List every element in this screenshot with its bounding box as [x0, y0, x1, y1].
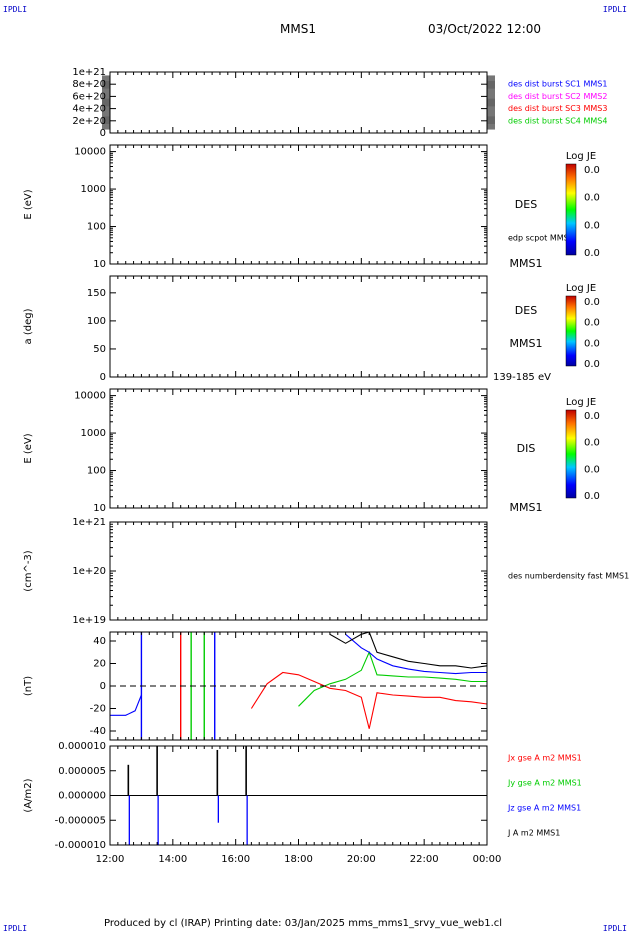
series-line: [329, 632, 487, 669]
colorbar: [565, 295, 577, 367]
colorbar-tick-label: 0.0: [584, 359, 600, 370]
y-tick-label: -40: [90, 726, 106, 737]
y-tick-label: 1000: [81, 428, 106, 439]
y-tick-label: -20: [90, 704, 106, 715]
corner-label-top-right: IPDLI: [602, 5, 627, 14]
corner-label-top-left: IPDLI: [3, 5, 28, 14]
panel-frame-des-pitch: [109, 275, 488, 378]
panel-side-label: MMS1: [510, 337, 543, 350]
colorbar-tick-label: 0.0: [584, 220, 600, 231]
panel-side-label: DIS: [517, 442, 536, 455]
y-tick-label: 0: [100, 128, 106, 139]
x-tick-label: 20:00: [347, 854, 376, 865]
y-tick-label: 100: [87, 222, 106, 233]
y-tick-label: 1e+21: [72, 67, 106, 78]
series-line: [110, 633, 487, 716]
y-tick-label: 150: [87, 288, 106, 299]
colorbar-title: Log JE: [566, 151, 596, 162]
y-tick-label: 0: [100, 372, 106, 383]
y-tick-label: 10000: [74, 391, 106, 402]
colorbar-tick-label: 0.0: [584, 248, 600, 259]
y-axis-label-dis-energy: E (eV): [23, 433, 34, 463]
x-tick-label: 16:00: [221, 854, 250, 865]
x-tick-label: 22:00: [410, 854, 439, 865]
y-tick-label: 20: [93, 659, 106, 670]
legend-entry: Jy gse A m2 MMS1: [507, 779, 582, 788]
legend-entry: Jx gse A m2 MMS1: [507, 754, 582, 763]
panel-side-label: edp scpot MMS1: [508, 234, 574, 243]
y-axis-label-density: (cm^-3): [23, 550, 34, 591]
y-tick-label: 0.000010: [58, 741, 106, 752]
y-axis-label-current-density: (A/m2): [23, 778, 34, 812]
y-tick-label: 1e+19: [72, 615, 106, 626]
colorbar-tick-label: 0.0: [584, 165, 600, 176]
series-line: [250, 671, 487, 729]
y-tick-label: 40: [93, 636, 106, 647]
legend-entry: des numberdensity fast MMS1: [508, 572, 629, 581]
panel-frame-dis-energy: [109, 388, 488, 509]
y-axis-label-des-energy: E (eV): [23, 189, 34, 219]
y-tick-label: 8e+20: [72, 79, 106, 90]
y-tick-label: 10: [93, 259, 106, 270]
panel-frame-density: [109, 521, 488, 621]
colorbar-tick-label: 0.0: [584, 438, 600, 449]
y-tick-label: 1e+21: [72, 517, 106, 528]
colorbar-tick-label: 0.0: [584, 411, 600, 422]
colorbar-tick-label: 0.0: [584, 318, 600, 329]
y-tick-label: 100: [87, 466, 106, 477]
x-tick-label: 00:00: [473, 854, 502, 865]
legend-entry: J A m2 MMS1: [507, 829, 560, 838]
y-tick-label: 10: [93, 503, 106, 514]
y-tick-label: 0.000005: [58, 766, 106, 777]
y-tick-label: 0.000000: [58, 791, 106, 802]
colorbar: [565, 163, 577, 256]
spacecraft-title: MMS1: [280, 22, 316, 36]
colorbar-tick-label: 0.0: [584, 193, 600, 204]
corner-label-bottom-left: IPDLI: [3, 924, 28, 933]
y-tick-label: 50: [93, 344, 106, 355]
series-line: [298, 650, 487, 707]
y-tick-label: 4e+20: [72, 104, 106, 115]
legend-entry: Jz gse A m2 MMS1: [507, 804, 581, 813]
y-tick-label: 1000: [81, 184, 106, 195]
y-tick-label: 0: [100, 681, 106, 692]
footer-credits: Produced by cl (IRAP) Printing date: 03/…: [104, 918, 503, 929]
x-tick-label: 14:00: [158, 854, 187, 865]
legend-entry: des dist burst SC3 MMS3: [508, 104, 607, 113]
y-axis-label-des-pitch: a (deg): [23, 308, 34, 344]
panel-frame-des-energy: [109, 144, 488, 265]
legend-entry: des dist burst SC2 MMS2: [508, 92, 607, 101]
legend-entry: des dist burst SC4 MMS4: [508, 117, 607, 126]
colorbar-tick-label: 0.0: [584, 297, 600, 308]
colorbar-tick-label: 0.0: [584, 464, 600, 475]
y-tick-label: -0.000010: [55, 840, 106, 851]
y-axis-label-fgm: (nT): [23, 676, 34, 696]
panel-side-label: MMS1: [510, 257, 543, 270]
panel-side-label: MMS1: [510, 501, 543, 514]
panel-side-label: DES: [515, 198, 537, 211]
colorbar-tick-label: 0.0: [584, 491, 600, 502]
colorbar: [565, 409, 577, 499]
panel-side-label: DES: [515, 304, 537, 317]
legend-entry: des dist burst SC1 MMS1: [508, 80, 607, 89]
colorbar-title: Log JE: [566, 397, 596, 408]
datetime-title: 03/Oct/2022 12:00: [428, 22, 542, 36]
y-tick-label: 6e+20: [72, 91, 106, 102]
y-tick-label: 100: [87, 316, 106, 327]
colorbar-title: Log JE: [566, 283, 596, 294]
panel-side-label: 139-185 eV: [493, 372, 551, 383]
panel-frame-dist-burst: [109, 71, 488, 134]
y-tick-label: 2e+20: [72, 116, 106, 127]
y-tick-label: 1e+20: [72, 566, 106, 577]
x-tick-label: 18:00: [284, 854, 313, 865]
x-tick-label: 12:00: [96, 854, 125, 865]
corner-label-bottom-right: IPDLI: [602, 924, 627, 933]
y-tick-label: 10000: [74, 147, 106, 158]
y-tick-label: -0.000005: [55, 815, 106, 826]
colorbar-tick-label: 0.0: [584, 338, 600, 349]
